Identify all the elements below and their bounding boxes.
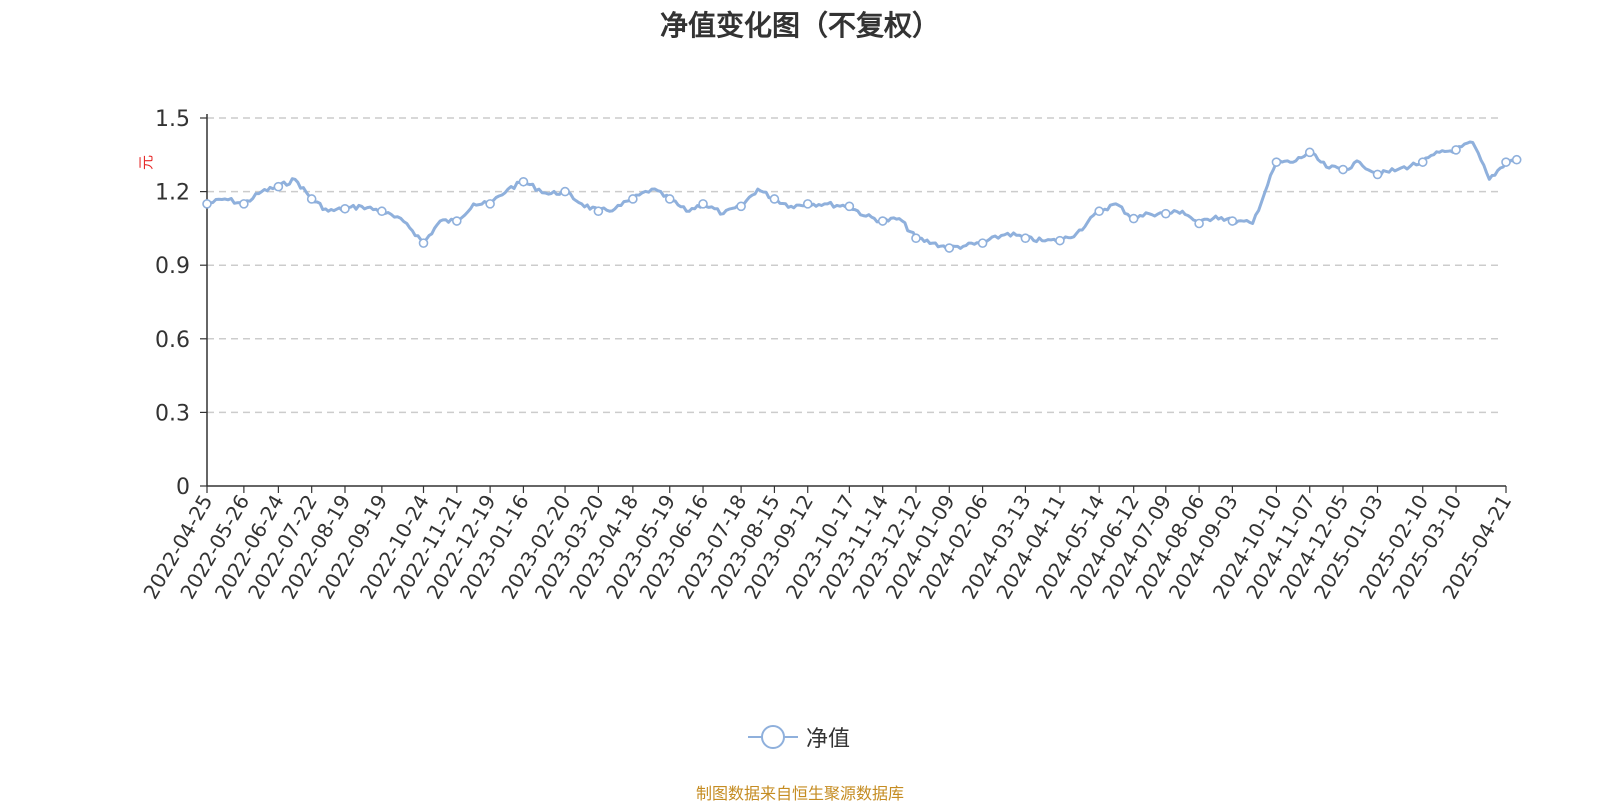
x-tick-labels: 2022-04-252022-05-262022-06-242022-07-22…	[138, 490, 1516, 603]
data-point-33	[1372, 169, 1383, 180]
grid-lines	[207, 117, 1500, 414]
data-point-27	[1160, 208, 1171, 219]
data-point-32	[1338, 164, 1348, 175]
data-point-6	[418, 238, 429, 248]
y-tick-label-0: 0	[176, 475, 190, 500]
data-point-26	[1128, 213, 1139, 224]
y-tick-label-3: 0.9	[155, 254, 190, 279]
data-point-11	[593, 206, 604, 217]
data-point-28	[1194, 218, 1204, 229]
legend-label-nav: 净值	[806, 727, 851, 752]
data-point-12	[628, 194, 638, 204]
data-point-2	[273, 181, 284, 192]
chart-title: 净值变化图（不复权）	[659, 9, 940, 42]
y-tick-label-2: 0.6	[155, 328, 190, 353]
data-point-35	[1451, 145, 1461, 155]
data-point-36	[1501, 157, 1511, 167]
data-point-20	[911, 233, 921, 244]
data-point-3	[306, 194, 317, 204]
data-point-5	[377, 206, 387, 217]
data-point-16	[769, 194, 780, 204]
legend-marker-icon	[748, 725, 798, 749]
data-point-23	[1020, 233, 1031, 244]
series-layer	[202, 140, 1522, 253]
series-line-0	[206, 140, 1518, 251]
data-point-9	[518, 176, 529, 187]
data-point-30	[1271, 157, 1282, 167]
data-point-17	[802, 199, 813, 209]
y-tick-label-5: 1.5	[155, 107, 190, 132]
data-point-21	[944, 243, 955, 253]
data-point-1	[239, 199, 249, 209]
data-point-29	[1227, 216, 1238, 226]
y-tick-label-4: 1.2	[155, 181, 190, 206]
source-note: 制图数据来自恒生聚源数据库	[695, 784, 904, 803]
y-tick-labels: 0 0.3 0.6 0.9 1.2 1.5	[155, 107, 190, 500]
data-point-15	[736, 201, 746, 212]
axes	[200, 114, 1507, 493]
data-point-10	[560, 186, 570, 197]
data-point-22	[977, 238, 988, 248]
data-point-34	[1417, 157, 1428, 167]
data-point-4	[340, 203, 350, 214]
data-point-18	[844, 201, 855, 212]
data-point-25	[1094, 206, 1104, 217]
data-point-14	[698, 199, 708, 209]
legend[interactable]: 净值	[748, 722, 850, 752]
data-point-8	[485, 199, 495, 209]
data-point-0	[202, 199, 212, 209]
data-point-24	[1055, 235, 1065, 246]
data-point-7	[452, 216, 462, 226]
y-tick-label-1: 0.3	[155, 401, 190, 426]
data-point-37	[1511, 154, 1522, 165]
data-point-31	[1304, 147, 1315, 158]
data-point-19	[877, 216, 888, 226]
data-point-13	[664, 194, 675, 204]
